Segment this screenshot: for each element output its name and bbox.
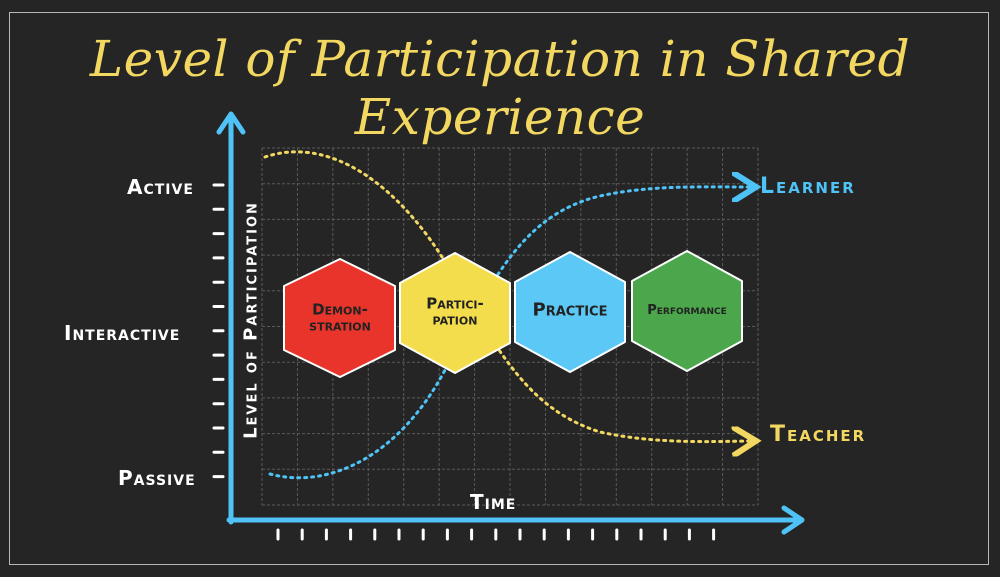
stage-hexagon-practice: [514, 251, 626, 373]
learner-label: Learner: [760, 174, 856, 199]
y-tick-label-active: Active: [127, 175, 194, 199]
y-tick-label-interactive: Interactive: [64, 321, 181, 345]
stage-label-demonstration: Demon- stration: [309, 300, 371, 334]
stage-hexagon-performance: [631, 250, 743, 372]
stage-label-participation: Partici- pation: [426, 294, 484, 328]
frame-border: [9, 12, 989, 565]
y-axis-title: Level of Participation: [240, 201, 262, 439]
x-axis-arrowhead: [781, 505, 805, 535]
axis-ticks: [212, 183, 716, 541]
stage-hexagon-demonstration: [283, 258, 396, 378]
stage-hexagon-participation: [399, 252, 511, 374]
y-tick-label-passive: Passive: [118, 466, 196, 490]
x-axis-title: Time: [470, 490, 517, 514]
teacher-label: Teacher: [770, 422, 867, 447]
teacher-curve: [263, 150, 750, 442]
stage-label-performance: Performance: [647, 303, 727, 319]
y-axis-arrowhead: [216, 111, 246, 135]
learner-curve: [268, 187, 750, 480]
diagram-title: Level of Participation in Shared Experie…: [89, 30, 911, 146]
stage-label-practice: Practice: [532, 299, 608, 321]
